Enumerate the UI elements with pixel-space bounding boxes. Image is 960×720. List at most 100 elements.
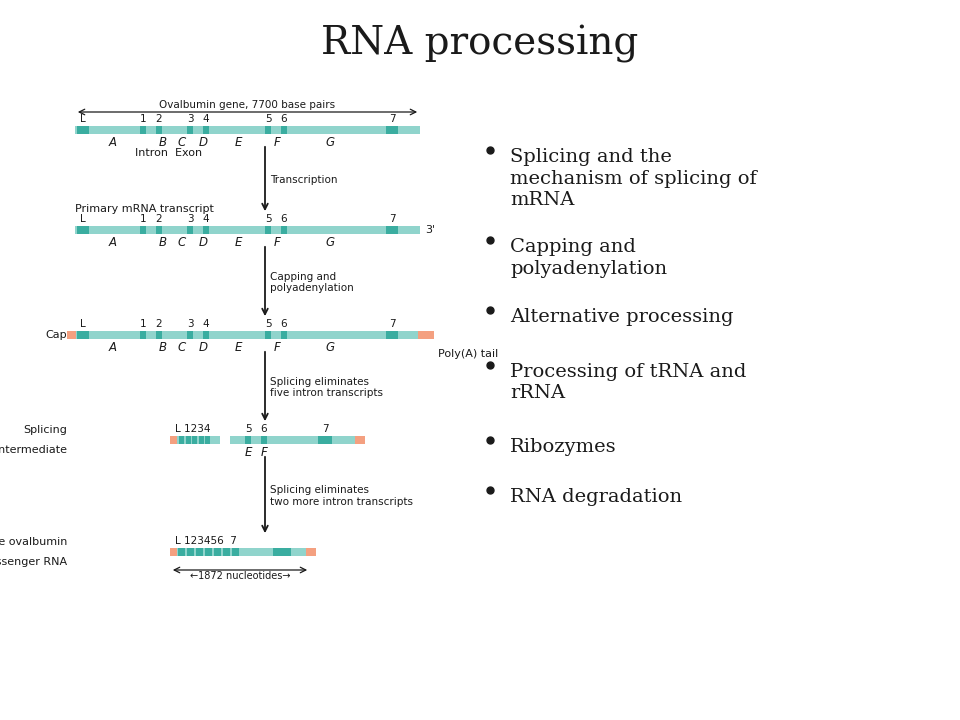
Text: G: G	[325, 236, 335, 249]
FancyBboxPatch shape	[199, 436, 204, 444]
FancyBboxPatch shape	[281, 126, 287, 134]
Text: Splicing eliminates
two more intron transcripts: Splicing eliminates two more intron tran…	[270, 485, 413, 507]
Text: Capping and
polyadenylation: Capping and polyadenylation	[510, 238, 667, 277]
Text: F: F	[260, 446, 268, 459]
FancyBboxPatch shape	[281, 226, 287, 234]
Text: L 123456  7: L 123456 7	[175, 536, 237, 546]
FancyBboxPatch shape	[418, 331, 434, 339]
FancyBboxPatch shape	[203, 331, 209, 339]
Text: E: E	[234, 136, 242, 149]
Text: 4: 4	[203, 114, 209, 124]
FancyBboxPatch shape	[273, 548, 291, 556]
Text: 7: 7	[322, 424, 328, 434]
FancyBboxPatch shape	[175, 548, 310, 556]
Text: Splicing eliminates
five intron transcripts: Splicing eliminates five intron transcri…	[270, 377, 383, 398]
FancyBboxPatch shape	[186, 436, 191, 444]
Text: 6: 6	[280, 319, 287, 329]
FancyBboxPatch shape	[265, 126, 271, 134]
Text: Cap: Cap	[45, 330, 67, 340]
Text: B: B	[159, 136, 167, 149]
Text: 1: 1	[140, 319, 146, 329]
Text: RNA degradation: RNA degradation	[510, 488, 683, 506]
FancyBboxPatch shape	[180, 436, 184, 444]
Text: L: L	[80, 319, 85, 329]
FancyBboxPatch shape	[187, 126, 193, 134]
Text: F: F	[274, 341, 280, 354]
Text: A: A	[109, 236, 117, 249]
Text: Transcription: Transcription	[270, 175, 338, 185]
FancyBboxPatch shape	[187, 331, 193, 339]
Text: 7: 7	[389, 319, 396, 329]
Text: Intron  Exon: Intron Exon	[135, 148, 203, 158]
Text: F: F	[274, 136, 280, 149]
FancyBboxPatch shape	[170, 436, 177, 444]
Text: 7: 7	[389, 114, 396, 124]
FancyBboxPatch shape	[230, 436, 360, 444]
Text: 3: 3	[186, 114, 193, 124]
Text: Ribozymes: Ribozymes	[510, 438, 616, 456]
Text: C: C	[178, 136, 186, 149]
FancyBboxPatch shape	[156, 126, 162, 134]
FancyBboxPatch shape	[386, 331, 398, 339]
Text: E: E	[234, 341, 242, 354]
FancyBboxPatch shape	[281, 331, 287, 339]
Text: Processing of tRNA and
rRNA: Processing of tRNA and rRNA	[510, 363, 746, 402]
FancyBboxPatch shape	[140, 226, 146, 234]
FancyBboxPatch shape	[178, 548, 184, 556]
Text: 1: 1	[140, 214, 146, 224]
Text: 6: 6	[280, 114, 287, 124]
Text: 3': 3'	[425, 225, 435, 235]
Text: 3: 3	[186, 214, 193, 224]
FancyBboxPatch shape	[265, 226, 271, 234]
FancyBboxPatch shape	[192, 436, 198, 444]
Text: E: E	[234, 236, 242, 249]
FancyBboxPatch shape	[386, 226, 398, 234]
FancyBboxPatch shape	[156, 331, 162, 339]
Text: 6: 6	[280, 214, 287, 224]
FancyBboxPatch shape	[223, 548, 229, 556]
Text: Alternative processing: Alternative processing	[510, 308, 733, 326]
Text: A: A	[109, 136, 117, 149]
Text: F: F	[274, 236, 280, 249]
Text: 5: 5	[265, 214, 272, 224]
Text: D: D	[199, 136, 207, 149]
FancyBboxPatch shape	[156, 226, 162, 234]
FancyBboxPatch shape	[204, 436, 210, 444]
Text: L: L	[80, 214, 85, 224]
Text: ←1872 nucleotides→: ←1872 nucleotides→	[190, 571, 290, 581]
FancyBboxPatch shape	[175, 436, 220, 444]
Text: C: C	[178, 341, 186, 354]
Text: RNA processing: RNA processing	[322, 25, 638, 63]
Text: G: G	[325, 136, 335, 149]
Text: 5: 5	[245, 424, 252, 434]
Text: 3: 3	[186, 319, 193, 329]
FancyBboxPatch shape	[140, 126, 146, 134]
Text: A: A	[109, 341, 117, 354]
Text: messenger RNA: messenger RNA	[0, 557, 67, 567]
Text: Mature ovalbumin: Mature ovalbumin	[0, 537, 67, 547]
FancyBboxPatch shape	[170, 548, 177, 556]
FancyBboxPatch shape	[67, 331, 76, 339]
Text: 1: 1	[140, 114, 146, 124]
Text: E: E	[244, 446, 252, 459]
FancyBboxPatch shape	[77, 126, 89, 134]
Text: Primary mRNA transcript: Primary mRNA transcript	[75, 204, 214, 214]
Text: 5: 5	[265, 319, 272, 329]
Text: L 1234: L 1234	[175, 424, 210, 434]
Text: Splicing: Splicing	[23, 425, 67, 435]
Text: Capping and
polyadenylation: Capping and polyadenylation	[270, 271, 353, 293]
FancyBboxPatch shape	[261, 436, 267, 444]
FancyBboxPatch shape	[140, 331, 146, 339]
Text: 4: 4	[203, 214, 209, 224]
Text: Poly(A) tail: Poly(A) tail	[438, 349, 498, 359]
Text: B: B	[159, 341, 167, 354]
Text: 4: 4	[203, 319, 209, 329]
FancyBboxPatch shape	[75, 226, 420, 234]
FancyBboxPatch shape	[355, 436, 365, 444]
Text: 2: 2	[156, 114, 162, 124]
FancyBboxPatch shape	[77, 331, 89, 339]
Text: C: C	[178, 236, 186, 249]
Text: B: B	[159, 236, 167, 249]
FancyBboxPatch shape	[386, 126, 398, 134]
FancyBboxPatch shape	[77, 226, 89, 234]
